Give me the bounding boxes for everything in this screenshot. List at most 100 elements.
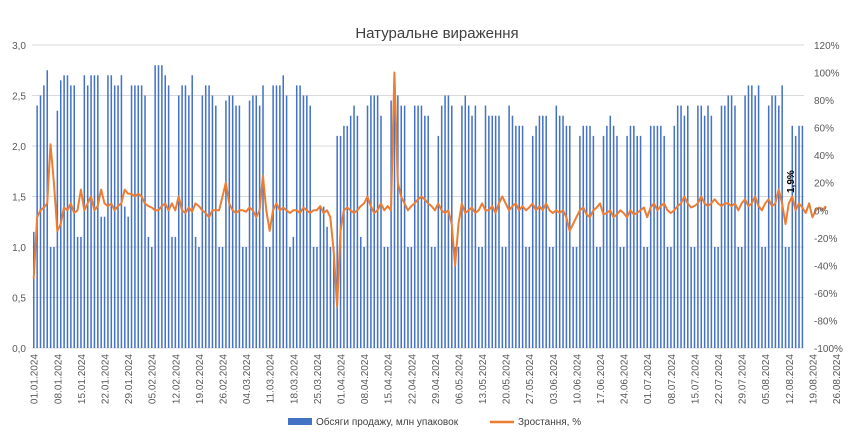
bar bbox=[80, 236, 82, 348]
bar bbox=[309, 105, 311, 348]
bar bbox=[376, 95, 379, 348]
bar bbox=[579, 135, 581, 348]
bar bbox=[754, 95, 756, 348]
bar bbox=[511, 115, 514, 348]
x-tick-label: 29.04.2024 bbox=[431, 354, 442, 404]
x-tick-label: 01.07.2024 bbox=[643, 354, 654, 404]
bar bbox=[70, 85, 72, 349]
y-tick-label-right: -60% bbox=[814, 289, 837, 300]
bar bbox=[97, 75, 99, 349]
y-tick-label-right: 120% bbox=[814, 41, 840, 52]
bar bbox=[717, 247, 719, 348]
bar bbox=[403, 105, 406, 348]
bar bbox=[484, 105, 487, 348]
bar bbox=[673, 125, 676, 348]
bar bbox=[693, 247, 696, 348]
bar bbox=[538, 115, 541, 348]
x-tick-label: 29.07.2024 bbox=[738, 354, 749, 404]
bar bbox=[680, 105, 682, 348]
bar bbox=[316, 247, 318, 348]
bar bbox=[784, 247, 787, 348]
bar bbox=[407, 247, 409, 348]
x-axis: 01.01.2024 08.01.2024 15.01.2024 22.01.2024… bbox=[30, 354, 843, 404]
bar bbox=[221, 247, 224, 348]
bar bbox=[198, 247, 200, 348]
line-path bbox=[32, 71, 827, 308]
bar bbox=[33, 231, 35, 348]
bar bbox=[562, 115, 564, 348]
bar bbox=[518, 125, 520, 348]
bar bbox=[110, 75, 113, 349]
x-tick-label: 22.04.2024 bbox=[407, 354, 418, 404]
bar bbox=[73, 85, 75, 349]
bar bbox=[346, 125, 349, 348]
bar bbox=[629, 125, 632, 348]
bar bbox=[454, 247, 456, 348]
bar bbox=[440, 105, 443, 348]
x-tick-label: 18.03.2024 bbox=[289, 354, 300, 404]
bar bbox=[322, 206, 325, 348]
bar bbox=[622, 247, 625, 348]
x-tick-label: 12.02.2024 bbox=[171, 354, 182, 404]
x-tick-label: 19.02.2024 bbox=[195, 354, 206, 404]
bar bbox=[258, 105, 261, 348]
bar bbox=[616, 135, 618, 348]
bar bbox=[427, 115, 429, 348]
bar bbox=[366, 105, 369, 348]
x-tick-label: 15.04.2024 bbox=[384, 354, 395, 404]
bar bbox=[66, 75, 69, 349]
bar bbox=[76, 236, 79, 348]
bar bbox=[424, 115, 426, 348]
bar bbox=[117, 85, 119, 349]
y-tick-label-left: 2,5 bbox=[12, 92, 26, 103]
bar bbox=[798, 125, 800, 348]
x-tick-label: 29.01.2024 bbox=[124, 354, 135, 404]
bar bbox=[201, 95, 204, 348]
x-tick-label: 20.05.2024 bbox=[502, 354, 513, 404]
bar bbox=[720, 105, 723, 348]
bar bbox=[386, 247, 389, 348]
x-tick-label: 04.03.2024 bbox=[242, 354, 253, 404]
bar bbox=[218, 247, 220, 348]
bar bbox=[292, 236, 295, 348]
bar bbox=[595, 247, 598, 348]
bar bbox=[39, 95, 42, 348]
x-tick-label: 06.05.2024 bbox=[455, 354, 466, 404]
bar bbox=[397, 95, 399, 348]
bar bbox=[137, 85, 140, 349]
x-tick-label: 22.07.2024 bbox=[714, 354, 725, 404]
bar bbox=[353, 105, 355, 348]
bar bbox=[558, 115, 561, 348]
bar bbox=[589, 125, 591, 348]
bar bbox=[653, 125, 655, 348]
y-tick-label-right: 40% bbox=[814, 151, 834, 162]
bar bbox=[444, 95, 446, 348]
x-tick-label: 24.06.2024 bbox=[620, 354, 631, 404]
x-tick-label: 26.08.2024 bbox=[832, 354, 843, 404]
bar bbox=[643, 247, 645, 348]
bar bbox=[295, 85, 298, 349]
bar bbox=[285, 95, 288, 348]
bar bbox=[302, 95, 305, 348]
bar bbox=[393, 95, 396, 348]
bar bbox=[737, 247, 740, 348]
bar bbox=[265, 247, 268, 348]
y-tick-label-right: 20% bbox=[814, 179, 834, 190]
bar bbox=[140, 85, 143, 349]
bar bbox=[508, 105, 510, 348]
bar bbox=[157, 65, 160, 348]
bar bbox=[751, 85, 753, 349]
y-tick-label-right: -40% bbox=[814, 261, 837, 272]
bar bbox=[481, 247, 483, 348]
bar bbox=[147, 236, 150, 348]
bar bbox=[478, 247, 480, 348]
bar bbox=[461, 105, 463, 348]
bar bbox=[154, 65, 156, 348]
bar bbox=[144, 95, 146, 348]
bar bbox=[572, 247, 574, 348]
bar bbox=[262, 85, 264, 349]
bar bbox=[420, 105, 423, 348]
bar bbox=[127, 216, 129, 348]
